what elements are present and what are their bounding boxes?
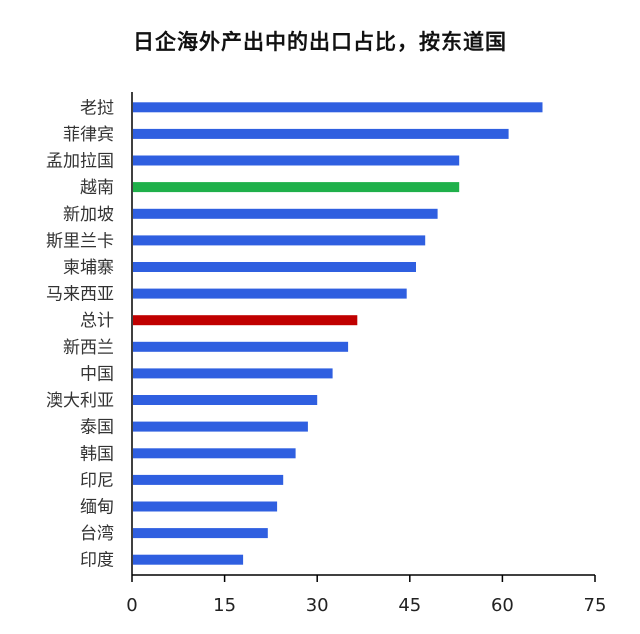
bar-3 xyxy=(133,182,460,193)
category-label-10: 中国 xyxy=(80,364,114,384)
category-label-9: 新西兰 xyxy=(63,338,114,358)
bar-8 xyxy=(133,315,358,326)
x-tick-label-0: 0 xyxy=(126,595,137,616)
bar-2 xyxy=(133,155,460,166)
bar-6 xyxy=(133,262,416,272)
category-label-16: 台湾 xyxy=(80,524,114,544)
category-label-1: 菲律宾 xyxy=(63,125,114,145)
bar-17 xyxy=(133,554,244,565)
bar-0 xyxy=(133,102,543,113)
bar-4 xyxy=(133,208,438,219)
bar-11 xyxy=(133,395,318,405)
bar-16 xyxy=(133,528,268,539)
category-label-0: 老挝 xyxy=(80,98,114,118)
chart-title: 日企海外产出中的出口占比，按东道国 xyxy=(133,29,507,54)
category-label-17: 印度 xyxy=(80,551,114,571)
category-label-2: 孟加拉国 xyxy=(46,152,114,172)
bar-5 xyxy=(133,235,426,246)
bar-12 xyxy=(133,421,308,432)
x-tick-label-2: 30 xyxy=(306,595,329,616)
x-tick-label-5: 75 xyxy=(584,595,607,616)
bar-9 xyxy=(133,341,349,352)
bar-15 xyxy=(133,501,278,512)
category-label-15: 缅甸 xyxy=(80,498,114,518)
x-tick-label-4: 60 xyxy=(491,595,514,616)
category-label-8: 总计 xyxy=(80,311,114,331)
x-tick-label-1: 15 xyxy=(213,595,236,616)
category-label-4: 新加坡 xyxy=(63,205,114,225)
bar-1 xyxy=(133,128,509,139)
category-label-6: 柬埔寨 xyxy=(63,258,114,278)
category-label-5: 斯里兰卡 xyxy=(46,231,114,251)
bar-13 xyxy=(133,448,296,459)
category-label-13: 韩国 xyxy=(80,444,114,464)
bar-10 xyxy=(133,368,333,379)
x-tick-label-3: 45 xyxy=(398,595,421,616)
bar-7 xyxy=(133,288,407,299)
category-label-3: 越南 xyxy=(80,178,114,198)
category-label-11: 澳大利亚 xyxy=(46,391,114,411)
category-label-12: 泰国 xyxy=(80,418,114,438)
category-label-14: 印尼 xyxy=(80,471,114,491)
category-label-7: 马来西亚 xyxy=(46,285,114,305)
bar-14 xyxy=(133,474,284,485)
